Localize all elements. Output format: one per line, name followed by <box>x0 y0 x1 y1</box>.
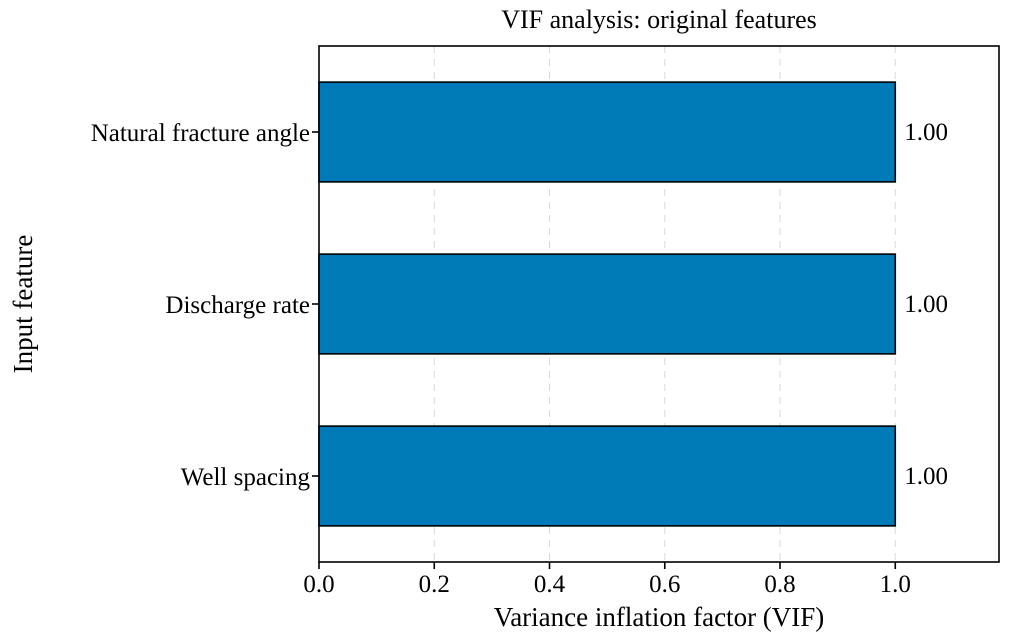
x-tick-label: 1.0 <box>880 571 911 598</box>
chart-title: VIF analysis: original features <box>501 5 817 34</box>
y-axis-title: Input feature <box>8 235 38 374</box>
x-tick-label: 0.8 <box>764 571 795 598</box>
bar-value-label: 1.00 <box>904 463 948 490</box>
x-tick-label: 0.0 <box>303 571 334 598</box>
bar-value-label: 1.00 <box>904 291 948 318</box>
bar <box>318 425 897 527</box>
bar-value-label: 1.00 <box>904 119 948 146</box>
y-tick-label: Natural fracture angle <box>91 120 310 147</box>
x-tick-label: 0.6 <box>649 571 680 598</box>
x-tick-label: 0.4 <box>534 571 566 598</box>
axis-ticks <box>312 131 897 569</box>
x-axis-title: Variance inflation factor (VIF) <box>494 602 825 632</box>
x-tick-label: 0.2 <box>419 571 450 598</box>
bars <box>318 81 897 527</box>
bar <box>318 253 897 355</box>
bar <box>318 81 897 183</box>
labels: 0.0 0.2 0.4 0.6 0.8 1.0 Natural fracture angle… <box>91 119 948 598</box>
y-tick-label: Well spacing <box>181 464 311 491</box>
y-tick-label: Discharge rate <box>165 292 310 319</box>
